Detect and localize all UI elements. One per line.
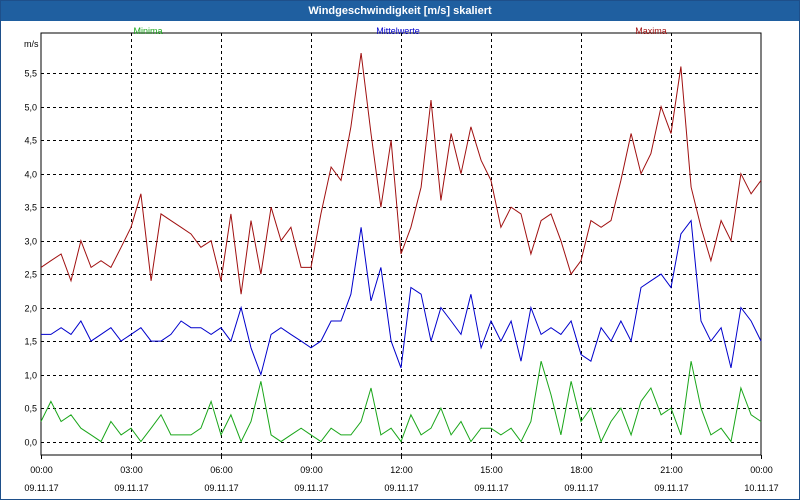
- y-tick-label: 1,5: [24, 337, 37, 347]
- x-tick-time: 21:00: [660, 465, 683, 475]
- series-line-minima: [40, 361, 762, 443]
- x-tick-date: 09.11.17: [204, 483, 238, 493]
- x-tick-date: 09.11.17: [24, 483, 58, 493]
- y-axis-label: m/s: [24, 39, 39, 49]
- y-tick-label: 1,0: [24, 371, 37, 381]
- window-title: Windgeschwindigkeit [m/s] skaliert: [1, 1, 799, 21]
- x-tick-date: 10.11.17: [744, 483, 778, 493]
- x-tick-time: 00:00: [750, 465, 773, 475]
- y-tick-label: 5,0: [24, 103, 37, 113]
- y-tick-label: 0,0: [24, 438, 37, 448]
- y-tick-label: 4,5: [24, 136, 37, 146]
- series-line-mittelwerte: [41, 219, 762, 377]
- x-tick-time: 09:00: [300, 465, 323, 475]
- y-tick-label: 2,5: [24, 270, 37, 280]
- x-tick-date: 09.11.17: [654, 483, 688, 493]
- x-tick-time: 18:00: [570, 465, 593, 475]
- legend-entry-mittelwerte: Mittelwerte: [376, 26, 420, 36]
- legend-entry-minima: Minima: [133, 26, 162, 36]
- y-tick-label: 0,5: [24, 404, 37, 414]
- x-tick-time: 15:00: [480, 465, 503, 475]
- y-tick-label: 4,0: [24, 170, 37, 180]
- legend-entry-maxima: Maxima: [635, 26, 667, 36]
- y-tick-label: 2,0: [24, 304, 37, 314]
- x-tick-date: 09.11.17: [384, 483, 418, 493]
- x-tick-date: 09.11.17: [294, 483, 328, 493]
- x-tick-date: 09.11.17: [474, 483, 508, 493]
- y-tick-label: 3,5: [24, 203, 37, 213]
- series-line-maxima: [40, 53, 762, 295]
- x-tick-time: 03:00: [120, 465, 143, 475]
- x-tick-date: 09.11.17: [114, 483, 148, 493]
- wind-speed-chart: 0,0 0,5 1,0 1,5 2,0 2,5 3,0 3,5 4,0 4,5 5,0 5,5 m/s 0…: [24, 26, 779, 493]
- x-tick-date: 09.11.17: [564, 483, 598, 493]
- x-tick-time: 06:00: [210, 465, 233, 475]
- y-tick-label: 3,0: [24, 237, 37, 247]
- x-tick-time: 00:00: [30, 465, 53, 475]
- y-tick-label: 5,5: [24, 69, 37, 79]
- x-tick-time: 12:00: [390, 465, 413, 475]
